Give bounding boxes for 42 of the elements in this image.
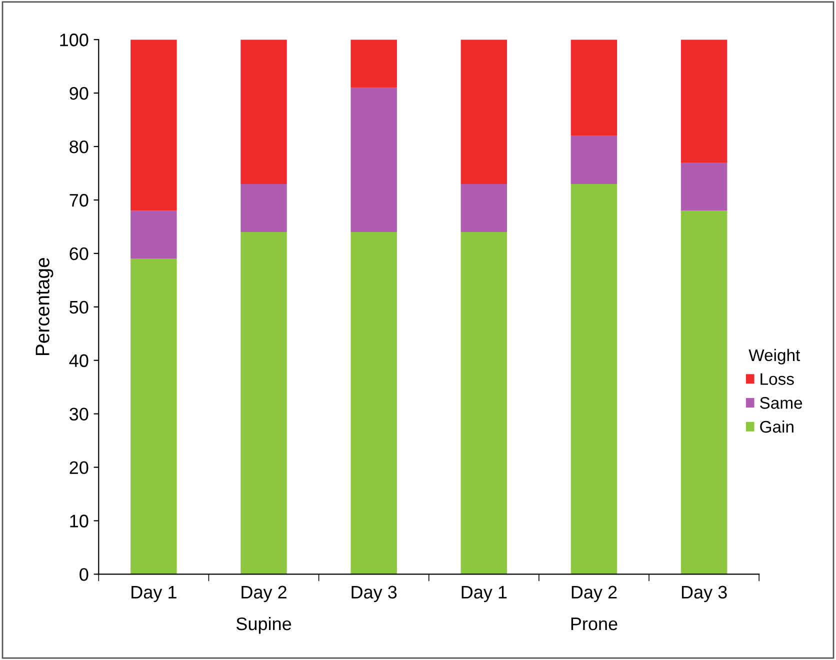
bar <box>570 136 618 184</box>
bar <box>350 232 397 574</box>
x-tick-label: Day 3 <box>352 586 397 602</box>
y-tick-label: 90 <box>70 86 88 100</box>
bar <box>680 210 728 574</box>
y-tick-label: 100 <box>60 34 88 46</box>
bar <box>570 40 618 136</box>
legend-title: Weight <box>748 348 800 364</box>
y-tick-label: 20 <box>70 461 88 474</box>
y-tick-label: 10 <box>70 514 88 528</box>
x-tick-label: Day 2 <box>572 586 617 602</box>
bar <box>350 88 397 232</box>
y-axis-title: Percentage <box>36 258 54 356</box>
text: Prone <box>571 618 618 630</box>
y-tick-label: 40 <box>69 354 88 368</box>
y-tick-label: 70 <box>70 194 88 207</box>
bar <box>240 184 287 232</box>
bar <box>680 40 728 163</box>
bar <box>460 232 508 574</box>
x-tick-label: Day 2 <box>242 586 286 602</box>
x-tick-label: Day 1 <box>132 586 176 602</box>
x-tick-label: Day 3 <box>682 586 727 602</box>
bar <box>130 210 177 259</box>
y-tick-label: 80 <box>70 140 88 154</box>
y-tick-label: 30 <box>70 408 88 421</box>
legend-label: Gain <box>760 420 794 433</box>
legend-label: Same <box>760 397 802 409</box>
text: Supine <box>236 616 292 634</box>
y-tick-label: 0 <box>80 568 88 581</box>
y-tick-label: 50 <box>70 300 88 314</box>
legend-label: Loss <box>760 373 794 385</box>
bar <box>240 232 287 574</box>
bar <box>240 40 287 184</box>
bar <box>680 162 728 211</box>
bar <box>350 40 397 88</box>
bar <box>460 184 508 232</box>
bar <box>130 258 177 574</box>
bar <box>570 184 618 574</box>
bar <box>460 40 508 184</box>
x-tick-label: Day 1 <box>462 586 507 602</box>
y-tick-label: 60 <box>70 247 88 260</box>
bar <box>130 40 177 211</box>
